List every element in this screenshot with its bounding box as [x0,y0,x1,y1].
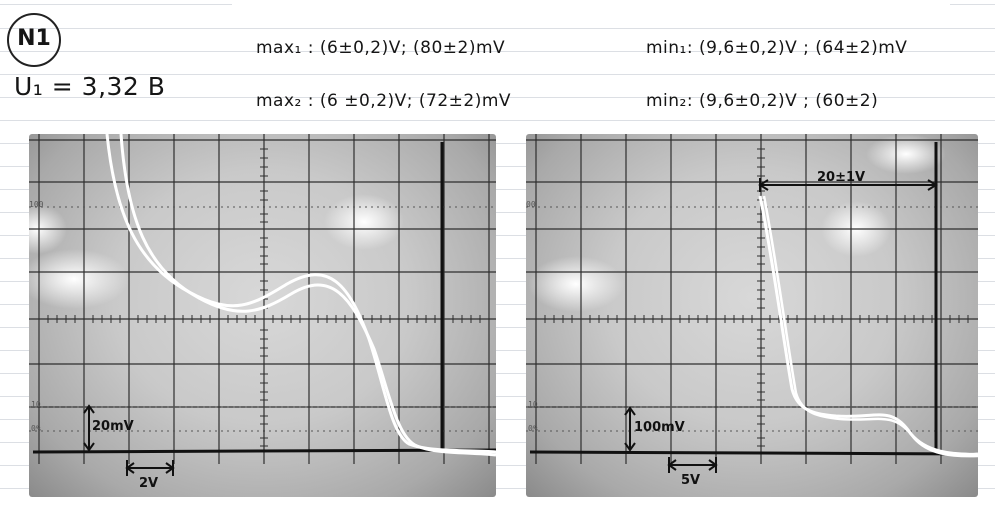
task-number-badge: N1 [7,13,61,67]
scale-label-0: 0% [528,424,538,433]
scale-label-0: 0% [31,424,41,433]
task-number-text: N1 [17,26,51,51]
scale-label-10: 10 [528,400,538,409]
min2-measurement: min₂: (9,6±0,2)V ; (60±2) [646,91,879,111]
oscilloscope-photo-right: 00 10 0% 20±1V 100mV 5V [526,134,978,497]
oscilloscope-trace-1 [105,134,496,454]
span-label: 20±1V [817,170,866,185]
voltage-label: U₁ = 3,32 B [14,72,166,101]
scale-label-100: 00 [526,200,536,209]
oscilloscope-trace-2 [119,134,496,457]
screen-glare [866,134,946,174]
horizontal-scale-label: 2V [139,476,159,491]
scale-label-100: 100 [29,200,44,209]
max1-measurement: max₁ : (6±0,2)V; (80±2)mV [256,38,506,58]
header-paper-area [232,0,950,24]
vertical-scale-label: 100mV [634,420,685,435]
scale-label-10: 10 [31,400,41,409]
oscilloscope-trace-2 [762,195,978,458]
screen-glare [324,194,404,250]
baseline-line [32,448,496,454]
min1-measurement: min₁: (9,6±0,2)V ; (64±2)mV [646,38,908,58]
screen-glare [29,249,129,309]
horizontal-scale-label: 5V [681,473,701,488]
baseline-line [529,450,978,456]
oscilloscope-grid-left [29,134,496,476]
oscilloscope-photo-left: 100 10 0% 20mV 2V [29,134,496,497]
screen-glare [528,256,624,312]
max2-measurement: max₂ : (6 ±0,2)V; (72±2)mV [256,91,512,111]
oscilloscope-grid-right [526,134,978,473]
vertical-scale-label: 20mV [92,419,134,434]
